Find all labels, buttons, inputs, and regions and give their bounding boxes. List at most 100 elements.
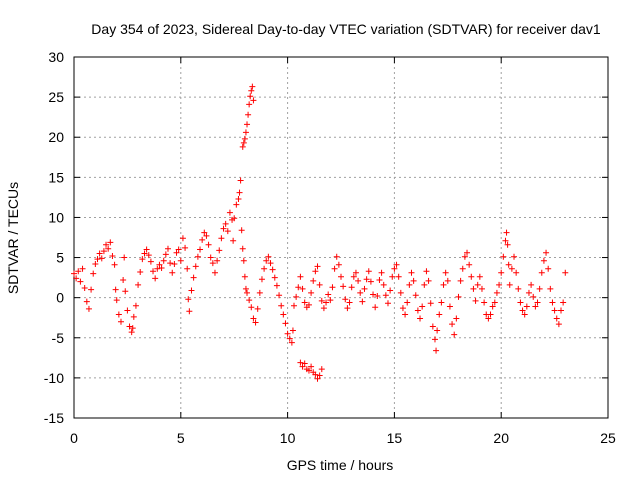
y-tick-label: -10 xyxy=(44,370,64,386)
data-point xyxy=(555,321,562,328)
data-point xyxy=(440,281,447,288)
data-point xyxy=(511,253,518,260)
data-point xyxy=(124,307,131,314)
data-point xyxy=(310,277,317,284)
data-point xyxy=(265,253,272,260)
data-point xyxy=(519,307,526,314)
data-point xyxy=(244,121,251,128)
data-point xyxy=(126,323,133,330)
data-point xyxy=(350,273,357,280)
y-tick-label: 0 xyxy=(56,290,64,306)
data-point xyxy=(156,261,163,268)
data-point xyxy=(240,139,247,146)
data-point xyxy=(239,245,246,252)
data-point xyxy=(397,289,404,296)
data-point xyxy=(459,265,466,272)
data-point xyxy=(504,241,511,248)
data-point xyxy=(312,371,319,378)
data-point xyxy=(73,275,80,282)
data-point xyxy=(549,299,556,306)
data-point xyxy=(547,285,554,292)
data-point xyxy=(446,303,453,310)
data-point xyxy=(280,311,287,318)
data-point xyxy=(121,254,128,261)
data-point xyxy=(342,296,349,303)
data-point xyxy=(233,201,240,208)
y-tick-label: 5 xyxy=(56,250,64,266)
data-point xyxy=(177,257,184,264)
data-point xyxy=(436,311,443,318)
data-point xyxy=(538,269,545,276)
data-point xyxy=(122,288,129,295)
data-point xyxy=(508,265,515,272)
data-point xyxy=(562,269,569,276)
axis-ticks: 0 5 10 15 20 25 -15 -10 -5 0 5 10 15 20 25 30 xyxy=(44,49,616,446)
data-point xyxy=(318,366,325,373)
data-point xyxy=(214,257,221,264)
data-point xyxy=(301,360,308,367)
data-point xyxy=(289,327,296,334)
data-point xyxy=(130,313,137,320)
data-point xyxy=(238,227,245,234)
data-point xyxy=(402,311,409,318)
data-point xyxy=(220,225,227,232)
data-point xyxy=(534,299,541,306)
data-point xyxy=(530,293,537,300)
data-point xyxy=(190,274,197,281)
data-point xyxy=(521,311,528,318)
data-point xyxy=(246,101,253,108)
data-point xyxy=(154,265,161,272)
data-point xyxy=(451,331,458,338)
data-point xyxy=(184,265,191,272)
data-point xyxy=(96,250,103,257)
data-point xyxy=(421,281,428,288)
data-point xyxy=(525,289,532,296)
data-point xyxy=(171,260,178,267)
data-point xyxy=(164,245,171,252)
data-point xyxy=(267,260,274,267)
x-tick-label: 25 xyxy=(600,430,616,446)
data-point xyxy=(81,285,88,292)
data-point xyxy=(305,367,312,374)
data-point xyxy=(406,281,413,288)
data-point xyxy=(414,307,421,314)
data-point xyxy=(376,277,383,284)
data-point xyxy=(271,274,278,281)
data-point xyxy=(120,277,127,284)
data-point xyxy=(367,278,374,285)
data-point xyxy=(282,320,289,327)
data-point xyxy=(182,244,189,251)
data-point xyxy=(79,265,86,272)
data-point xyxy=(85,305,92,312)
data-point xyxy=(493,289,500,296)
data-point xyxy=(244,289,251,296)
data-point xyxy=(355,277,362,284)
data-point xyxy=(316,281,323,288)
y-tick-label: -5 xyxy=(52,330,65,346)
data-point xyxy=(361,285,368,292)
data-point xyxy=(461,253,468,260)
data-point xyxy=(128,329,135,336)
data-point xyxy=(92,260,99,267)
data-point xyxy=(434,327,441,334)
data-point xyxy=(305,301,312,308)
data-point xyxy=(543,249,550,256)
data-point xyxy=(457,277,464,284)
data-point xyxy=(478,285,485,292)
data-point xyxy=(88,286,95,293)
data-point xyxy=(197,246,204,253)
data-point xyxy=(331,265,338,272)
data-point xyxy=(455,293,462,300)
y-tick-label: 30 xyxy=(48,49,64,65)
data-point xyxy=(185,296,192,303)
data-point xyxy=(391,265,398,272)
data-point xyxy=(297,359,304,366)
data-point xyxy=(553,315,560,322)
data-point xyxy=(517,299,524,306)
data-point xyxy=(444,277,451,284)
data-point xyxy=(175,246,182,253)
data-point xyxy=(487,311,494,318)
data-point xyxy=(207,254,214,261)
data-point xyxy=(248,87,255,94)
data-point xyxy=(500,253,507,260)
